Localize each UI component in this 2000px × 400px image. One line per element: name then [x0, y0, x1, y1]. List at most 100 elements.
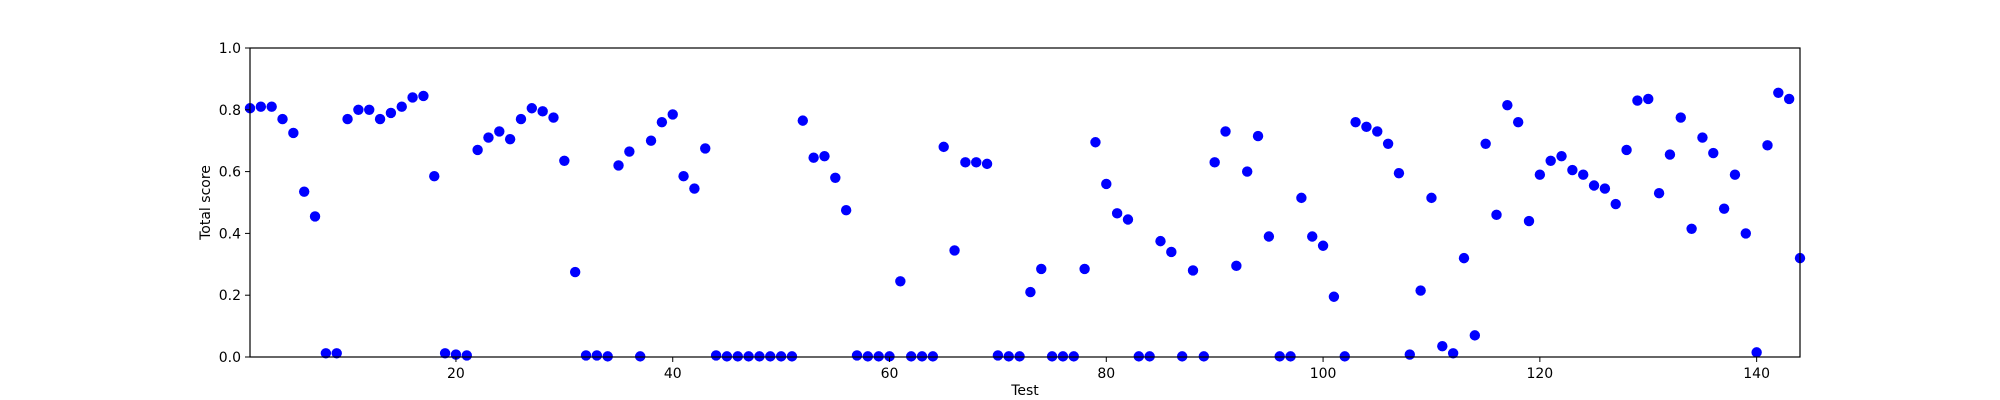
data-point — [1783, 93, 1795, 105]
data-point — [1252, 130, 1264, 142]
data-point — [418, 90, 429, 102]
data-point — [1057, 351, 1069, 362]
x-axis-ticks: 20 40 60 80 100 120 140 — [447, 357, 1770, 382]
data-point — [1036, 263, 1047, 275]
x-tick-label: 140 — [1743, 366, 1770, 382]
data-point — [786, 351, 798, 362]
data-point — [374, 113, 386, 125]
data-point — [938, 141, 949, 153]
data-point — [1773, 87, 1784, 99]
data-point — [1664, 149, 1676, 160]
data-point — [1718, 203, 1730, 214]
data-point — [483, 132, 494, 143]
data-point — [700, 143, 711, 154]
data-point — [1437, 340, 1448, 352]
data-point — [732, 351, 743, 362]
data-point — [472, 144, 483, 156]
data-point — [905, 351, 917, 362]
data-point — [754, 351, 765, 362]
data-point — [353, 104, 364, 116]
y-axis-label: Total score — [198, 165, 214, 241]
data-point — [916, 351, 928, 362]
data-point — [602, 351, 613, 362]
data-point — [1187, 265, 1199, 276]
data-point — [309, 211, 321, 222]
data-point — [1415, 285, 1426, 296]
data-point — [364, 104, 375, 116]
data-point — [1751, 347, 1762, 358]
data-point — [1426, 192, 1437, 204]
data-point — [1556, 150, 1567, 162]
data-point — [765, 351, 776, 362]
data-point — [439, 348, 451, 359]
data-point — [1361, 121, 1372, 132]
data-point — [1491, 209, 1502, 221]
data-point — [1090, 137, 1101, 148]
data-point — [1523, 215, 1535, 227]
x-axis-label: Test — [1010, 383, 1039, 399]
y-axis-ticks: 0.0 0.2 0.4 0.6 0.8 1.0 — [219, 41, 250, 366]
data-point — [1480, 138, 1491, 149]
data-point — [1068, 351, 1079, 362]
data-point — [342, 113, 353, 125]
data-point — [1285, 351, 1296, 362]
data-point — [1675, 112, 1686, 123]
data-point — [1610, 198, 1621, 210]
data-point — [1567, 164, 1578, 176]
x-tick-label: 80 — [1097, 366, 1115, 382]
data-point — [797, 115, 808, 126]
data-point — [298, 186, 310, 197]
data-point — [1578, 169, 1589, 180]
data-point — [494, 126, 505, 137]
data-point — [396, 101, 407, 112]
y-tick-label: 0.0 — [219, 350, 241, 366]
data-point — [992, 350, 1004, 361]
data-point — [1458, 252, 1470, 264]
data-point — [288, 127, 299, 139]
data-point — [1176, 351, 1188, 362]
axes-frame — [249, 47, 1801, 358]
data-point — [1133, 351, 1145, 362]
data-point — [613, 160, 624, 171]
data-point — [548, 112, 559, 123]
data-point — [1209, 157, 1220, 168]
data-point — [710, 350, 722, 361]
data-point — [1111, 208, 1123, 219]
data-point — [266, 101, 277, 112]
data-point — [1317, 240, 1329, 251]
data-point — [461, 350, 472, 361]
data-point — [569, 266, 581, 278]
data-point — [1729, 169, 1741, 180]
data-point — [1231, 260, 1242, 272]
data-point — [851, 350, 863, 361]
data-point — [1686, 223, 1697, 234]
y-tick-label: 0.8 — [219, 103, 241, 119]
data-point — [1101, 178, 1112, 190]
data-point — [743, 351, 754, 362]
data-point — [429, 171, 440, 182]
data-point — [1198, 351, 1210, 362]
data-point — [515, 113, 527, 125]
data-point — [862, 351, 874, 362]
data-point — [1512, 116, 1524, 128]
data-point — [971, 157, 982, 168]
data-point — [840, 205, 852, 216]
data-point — [808, 152, 819, 163]
x-tick-label: 100 — [1310, 366, 1337, 382]
data-point — [1588, 180, 1600, 191]
data-point — [949, 245, 960, 256]
data-point — [1534, 169, 1546, 180]
data-point — [385, 107, 397, 119]
data-point — [667, 109, 678, 120]
data-point — [656, 116, 668, 128]
data-point — [721, 351, 733, 362]
data-point — [775, 351, 787, 362]
data-point — [1263, 231, 1275, 242]
data-point — [1599, 183, 1611, 194]
data-point — [1447, 348, 1459, 359]
data-point — [895, 276, 906, 287]
data-point — [1632, 95, 1643, 106]
data-point — [1643, 93, 1654, 105]
